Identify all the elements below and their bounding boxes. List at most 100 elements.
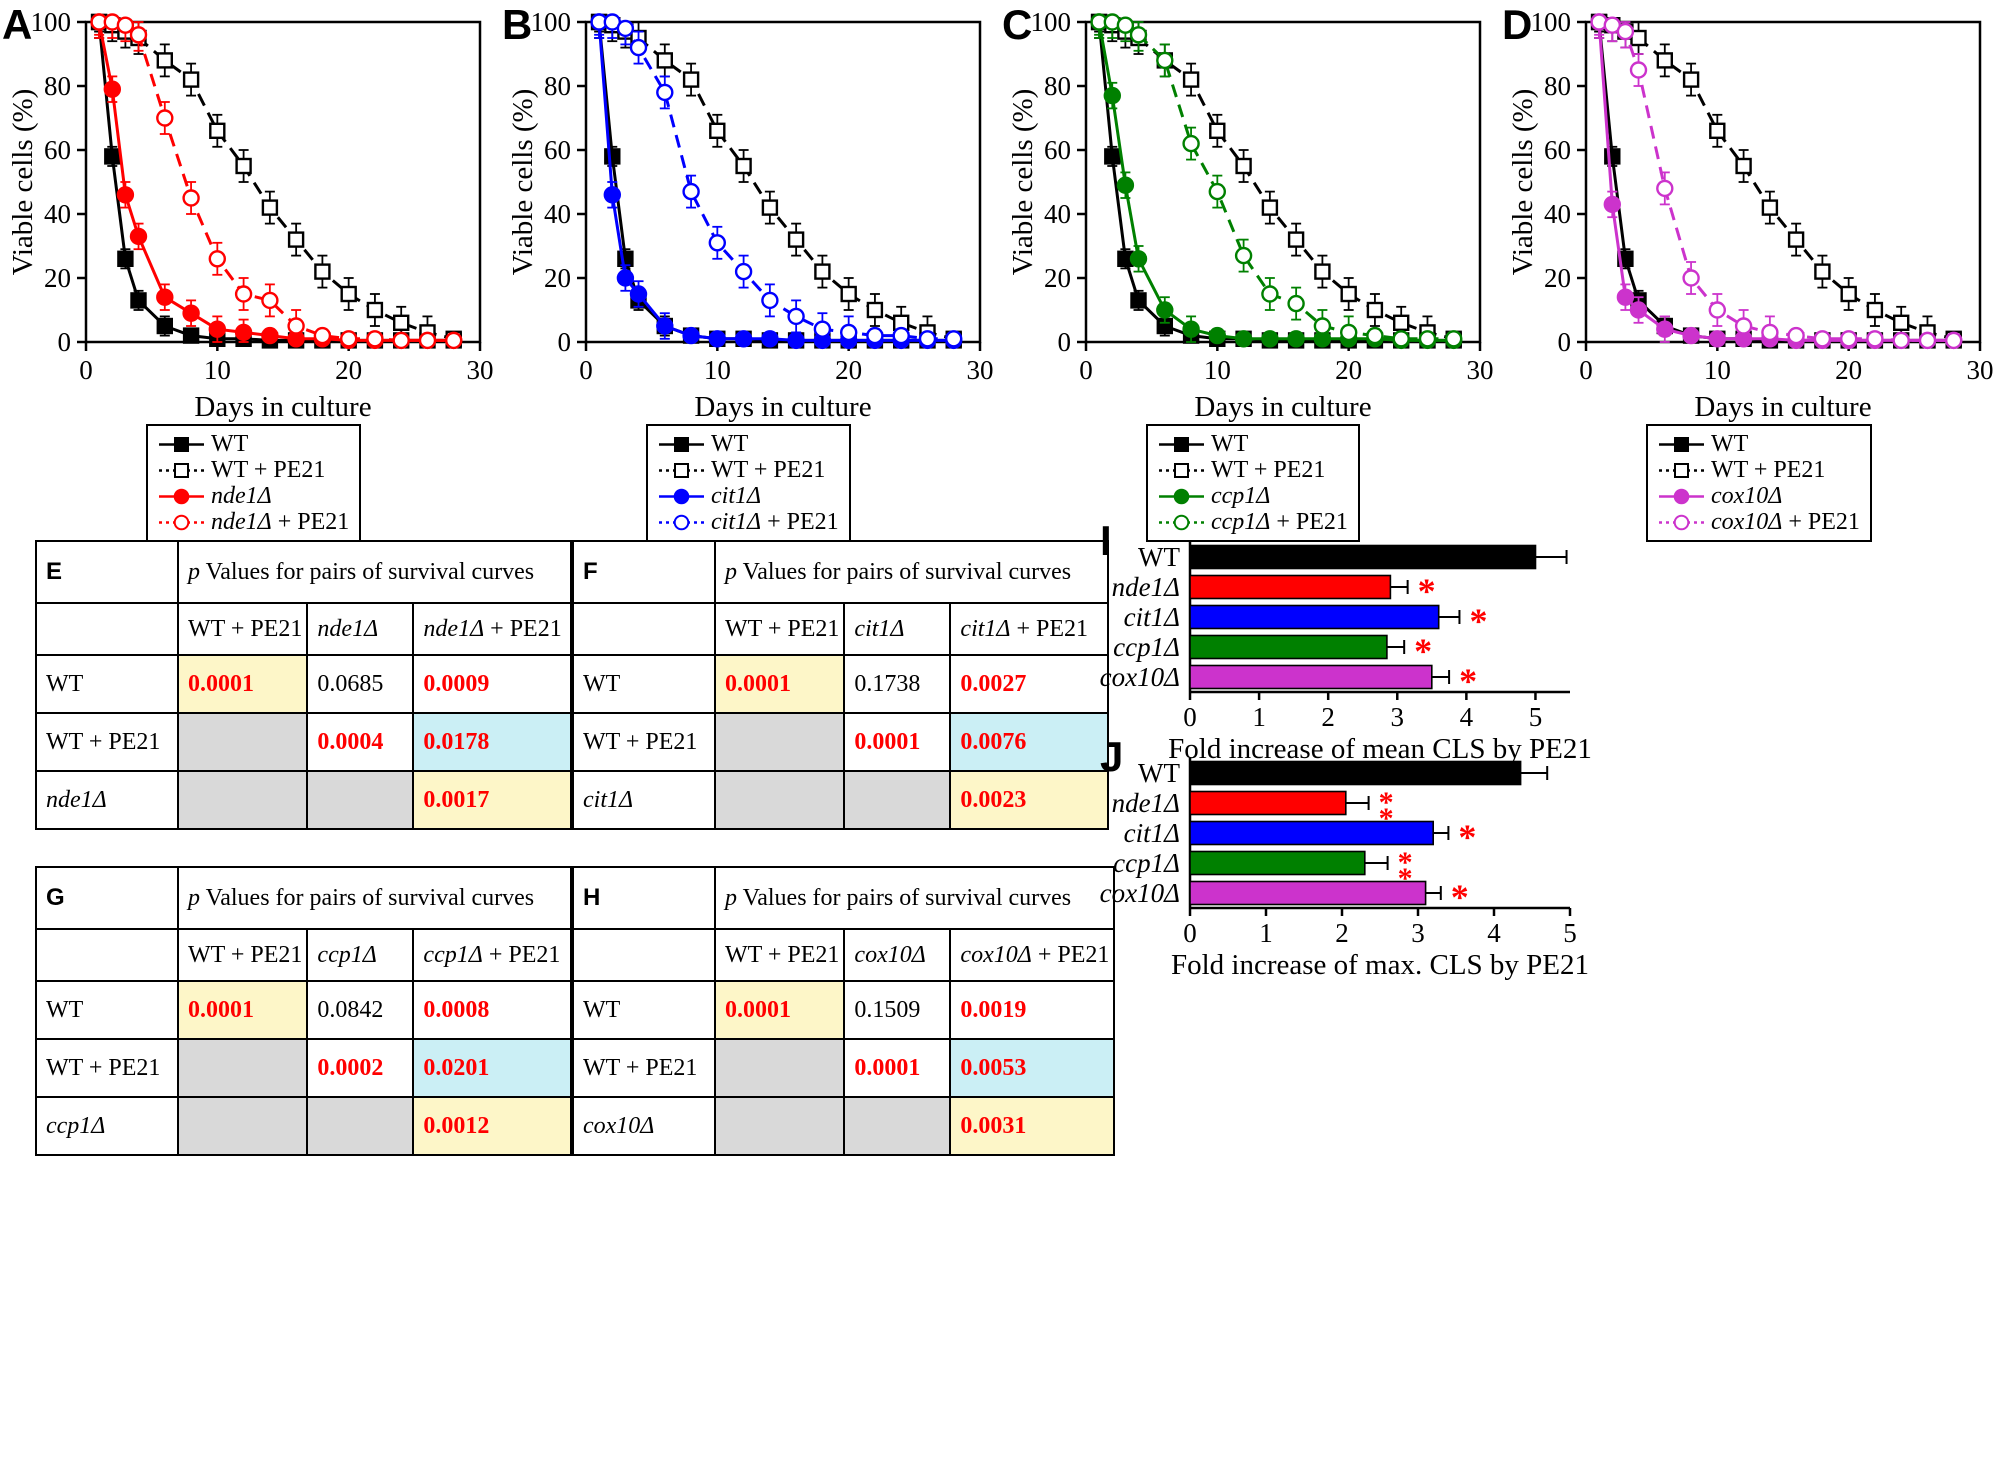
y-tick-label: 0: [58, 327, 72, 357]
y-tick-label: 60: [44, 135, 71, 165]
legend-label: WT: [1711, 430, 1749, 457]
panel-C: C 0 10 20 30 0 20 40 60 80 100 Days in culture Viab…: [1000, 0, 1500, 542]
p-value-cell: 0.0001: [843, 712, 952, 772]
legend-marker: [1659, 488, 1704, 504]
x-axis-title: Fold increase of max. CLS by PE21: [1171, 949, 1589, 981]
significance-star: *: [1398, 846, 1413, 879]
x-tick-label: 0: [1183, 918, 1197, 948]
legend-marker: [659, 462, 704, 478]
legend-item: nde1Δ + PE21: [158, 509, 349, 535]
p-value-cell: 0.0008: [412, 980, 573, 1040]
column-header: cox10Δ: [843, 928, 952, 982]
significance-star: *: [1451, 877, 1469, 917]
series-D-3: [1590, 13, 1963, 350]
bar-category-label: WT: [1138, 758, 1180, 788]
x-tick-label: 0: [79, 355, 93, 385]
y-tick-label: 80: [1044, 71, 1071, 101]
significance-star: *: [1459, 661, 1477, 701]
legend-marker: [1159, 488, 1204, 504]
legend-label: cit1Δ + PE21: [711, 508, 839, 535]
y-tick-label: 100: [531, 7, 572, 37]
p-value-cell: 0.0019: [949, 980, 1116, 1040]
series-D-2: [1590, 13, 1963, 350]
p-value-cell: 0.0001: [176, 654, 309, 714]
x-tick-label: 3: [1411, 918, 1425, 948]
survival-chart-C: 0 10 20 30 0 20 40 60 80 100 Days in culture Viable…: [1007, 7, 1494, 423]
legend-marker: [1159, 514, 1204, 530]
y-tick-label: 80: [544, 71, 571, 101]
legend-marker: [659, 514, 704, 530]
p-value-cell: 0.0076: [949, 712, 1110, 772]
series-D-0: [1590, 13, 1962, 349]
significance-star: *: [1414, 631, 1432, 671]
panel-label-C: C: [1002, 1, 1033, 48]
p-value-cell: [713, 1096, 846, 1156]
y-axis-title: Viable cells (%): [507, 89, 539, 276]
x-axis-title: Days in culture: [194, 391, 371, 423]
bar-category-label: nde1Δ: [1112, 572, 1180, 602]
survival-chart-host-D: 0 10 20 30 0 20 40 60 80 100 Days in culture Viable…: [1506, 7, 2000, 425]
bar-chart-host-J: 0 1 2 3 4 5 Fold increase of max. CLS by PE21 W…: [1078, 748, 1638, 985]
panel-label-B: B: [502, 1, 533, 48]
panel-label-H: H: [572, 866, 716, 930]
x-tick-label: 20: [335, 355, 362, 385]
p-value-cell: [713, 770, 846, 830]
legend-marker: [1159, 436, 1204, 452]
legend-item: WT: [158, 431, 349, 457]
legend-item: ccp1Δ: [1158, 483, 1348, 509]
bar-category-label: nde1Δ: [1112, 788, 1180, 818]
bar-category-label: cox10Δ: [1100, 662, 1180, 692]
x-axis-title: Days in culture: [694, 391, 871, 423]
panel-label-I: I: [1100, 517, 1112, 564]
legend-item: cit1Δ + PE21: [658, 509, 839, 535]
y-tick-label: 60: [1044, 135, 1071, 165]
legend-label: WT: [1211, 430, 1249, 457]
legend-item: WT + PE21: [658, 457, 839, 483]
row-header: WT + PE21: [35, 712, 179, 772]
row-header: WT: [35, 980, 179, 1040]
p-value-cell: 0.0842: [306, 980, 415, 1040]
y-tick-label: 60: [1544, 135, 1571, 165]
x-tick-label: 20: [835, 355, 862, 385]
x-tick-label: 10: [1704, 355, 1731, 385]
p-value-cell: 0.0012: [412, 1096, 573, 1156]
legend-D: WT WT + PE21 cox10Δ cox10Δ + PE21: [1646, 424, 1872, 542]
legend-marker: [159, 462, 204, 478]
legend-marker: [159, 488, 204, 504]
p-value-cell: 0.0685: [306, 654, 415, 714]
corner-cell: [572, 928, 716, 982]
column-header: WT + PE21: [713, 602, 846, 656]
p-value-cell: 0.1738: [843, 654, 952, 714]
bar: [1189, 634, 1388, 660]
x-tick-label: 2: [1335, 918, 1349, 948]
row-header: WT + PE21: [572, 1038, 716, 1098]
p-value-cell: 0.0178: [412, 712, 573, 772]
bar-category-label: WT: [1138, 542, 1180, 572]
legend-item: cox10Δ: [1658, 483, 1860, 509]
p-value-cell: 0.0001: [713, 980, 846, 1040]
legend-marker: [159, 436, 204, 452]
legend-label: WT: [211, 430, 249, 457]
p-value-cell: [713, 712, 846, 772]
column-header: WT + PE21: [176, 928, 309, 982]
p-value-cell: [306, 770, 415, 830]
corner-cell: [572, 602, 716, 656]
corner-cell: [35, 602, 179, 656]
significance-star: *: [1458, 817, 1476, 857]
p-value-cell: 0.0031: [949, 1096, 1116, 1156]
bar: [1189, 850, 1366, 876]
p-value-cell: 0.0001: [176, 980, 309, 1040]
legend-C: WT WT + PE21 ccp1Δ ccp1Δ + PE21: [1146, 424, 1360, 542]
plot-frame: [1584, 20, 1982, 344]
row-header: cox10Δ: [572, 1096, 716, 1156]
series-A-3: [90, 13, 463, 350]
p-value-cell: [713, 1038, 846, 1098]
row-header: WT + PE21: [572, 712, 716, 772]
survival-chart-host-B: 0 10 20 30 0 20 40 60 80 100 Days in culture Viable…: [506, 7, 1000, 425]
x-tick-label: 20: [1835, 355, 1862, 385]
p-value-cell: 0.0001: [843, 1038, 952, 1098]
